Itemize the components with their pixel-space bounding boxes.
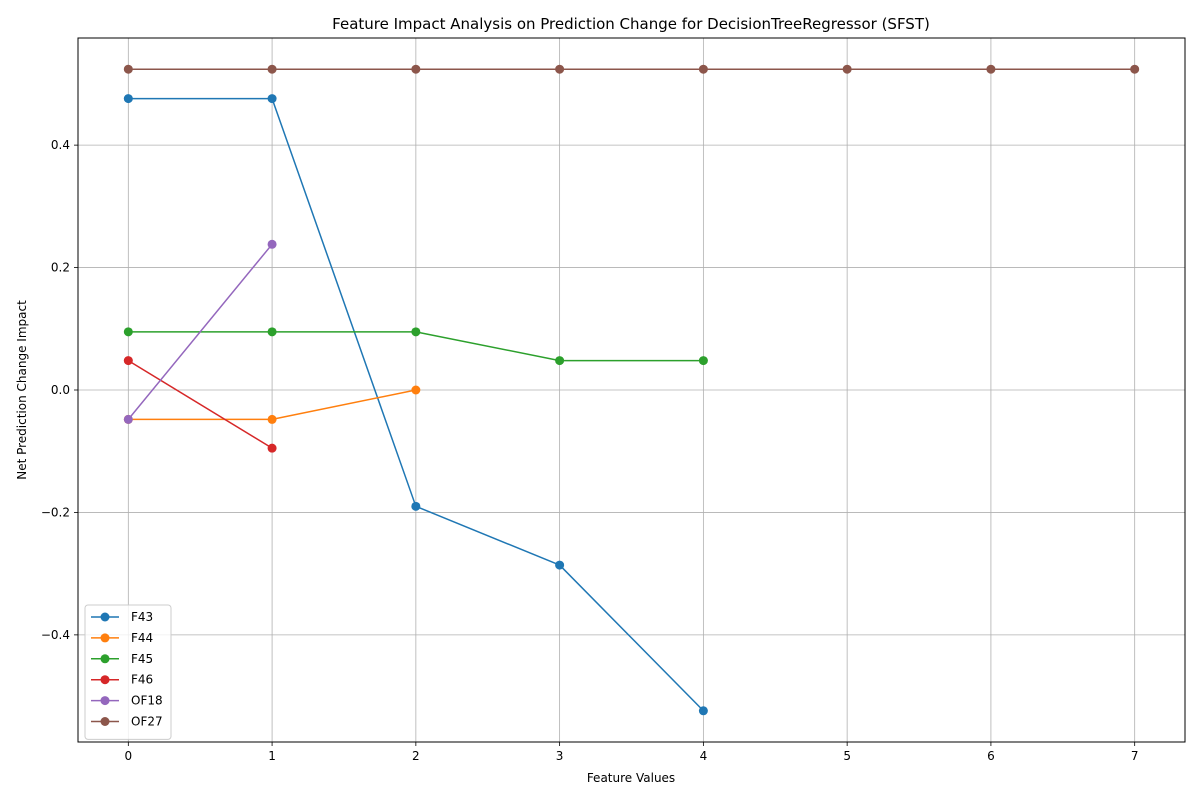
data-point-of27 — [842, 64, 852, 74]
y-tick-label: 0.4 — [51, 138, 70, 152]
data-point-f45 — [698, 356, 708, 366]
series-f45 — [123, 327, 708, 366]
x-tick-label: 2 — [412, 749, 420, 763]
data-point-of27 — [698, 64, 708, 74]
series-of27 — [123, 64, 1140, 74]
data-point-of27 — [1130, 64, 1140, 74]
legend-swatch-marker — [100, 696, 110, 706]
x-tick-label: 0 — [124, 749, 132, 763]
data-point-of27 — [267, 64, 277, 74]
x-tick-label: 5 — [843, 749, 851, 763]
data-point-f45 — [411, 327, 421, 337]
series-line-f46 — [127, 359, 273, 449]
legend-item-f45: F45 — [91, 652, 153, 666]
legend-swatch-marker — [100, 633, 110, 643]
data-point-of27 — [411, 64, 421, 74]
ticks: 0 1 2 3 4 5 6 7 −0.4 −0.2 0.0 0.2 0.4 — [41, 138, 1139, 763]
x-tick-label: 7 — [1131, 749, 1139, 763]
data-point-f44 — [411, 385, 421, 395]
series-line-of18 — [127, 243, 273, 420]
grid — [78, 38, 1185, 742]
data-point-f43 — [411, 501, 421, 511]
data-point-f45 — [555, 356, 565, 366]
x-tick-label: 1 — [268, 749, 276, 763]
y-tick-label: −0.2 — [41, 505, 70, 519]
legend-label: F46 — [131, 673, 153, 687]
legend: F43 F44 F45 F46 OF18 OF27 — [84, 604, 172, 740]
data-point-f45 — [123, 327, 133, 337]
x-tick-label: 6 — [987, 749, 995, 763]
legend-item-f43: F43 — [91, 610, 153, 624]
x-tick-label: 3 — [556, 749, 564, 763]
x-tick-label: 4 — [700, 749, 708, 763]
x-axis-label: Feature Values — [587, 771, 675, 785]
data-point-f43 — [267, 94, 277, 104]
legend-swatch-marker — [100, 675, 110, 685]
data-point-f43 — [698, 706, 708, 716]
series-group — [123, 64, 1140, 716]
legend-swatch-marker — [100, 612, 110, 622]
legend-label: F44 — [131, 631, 153, 645]
legend-item-of18: OF18 — [91, 694, 163, 708]
legend-swatch-marker — [100, 717, 110, 726]
legend-label: OF27 — [131, 715, 163, 729]
data-point-of27 — [123, 64, 133, 74]
y-tick-label: −0.4 — [41, 628, 70, 642]
y-tick-label: 0.2 — [51, 261, 70, 275]
data-point-of18 — [267, 239, 277, 249]
legend-item-f44: F44 — [91, 631, 153, 645]
data-point-f43 — [555, 560, 565, 570]
y-tick-label: 0.0 — [51, 383, 70, 397]
legend-item-f46: F46 — [91, 673, 153, 687]
series-f46 — [123, 356, 277, 453]
legend-swatch-marker — [100, 654, 110, 664]
legend-label: OF18 — [131, 694, 163, 708]
legend-label: F45 — [131, 652, 153, 666]
data-point-f46 — [123, 356, 133, 366]
data-point-of27 — [555, 64, 565, 74]
data-point-f44 — [267, 414, 277, 424]
legend-item-of27: OF27 — [91, 715, 163, 729]
data-point-f46 — [267, 443, 277, 453]
chart-title: Feature Impact Analysis on Prediction Ch… — [332, 15, 930, 33]
legend-label: F43 — [131, 610, 153, 624]
data-point-f45 — [267, 327, 277, 337]
data-point-of27 — [986, 64, 996, 74]
data-point-of18 — [123, 414, 133, 424]
y-axis-label: Net Prediction Change Impact — [15, 300, 29, 480]
series-f43 — [123, 94, 708, 716]
data-point-f43 — [123, 94, 133, 104]
series-of18 — [123, 239, 277, 424]
